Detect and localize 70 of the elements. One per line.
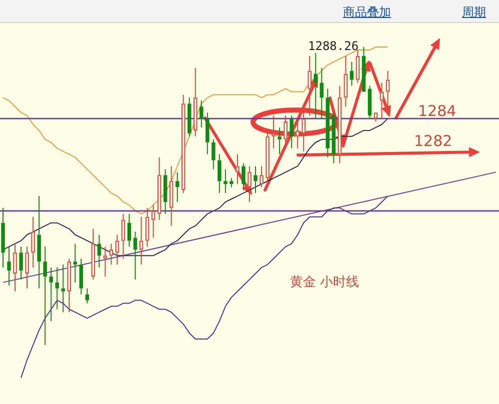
candlestick [194,67,198,137]
candlestick [49,267,53,322]
candlestick [37,196,41,289]
candlestick [206,112,210,155]
annotation: 1282 [414,132,452,150]
annotation: 1284 [418,102,456,120]
candlestick [212,138,216,170]
candlestick [260,166,264,188]
candlestick [242,162,246,191]
text: 商品叠加 [343,4,391,21]
candlestick [332,112,336,164]
candlestick [182,94,186,194]
candlestick [278,126,282,155]
candlestick [284,115,288,149]
candlestick [115,234,120,266]
candlestick [127,213,132,248]
candlestick [79,258,84,295]
candlestick [163,168,168,214]
candlestick [254,166,258,194]
candlestick [91,228,96,280]
annotation: 黄金 小时线 [290,275,360,290]
annotation: 1288.26 [308,39,359,53]
candlestick [350,61,354,86]
candlestick [103,246,108,277]
candlestick [320,67,324,120]
candlestick [368,85,372,120]
candlestick [61,264,65,313]
candlestick [296,118,300,149]
candlestick [386,70,390,116]
candlestick [157,156,162,220]
candlestick [175,172,180,202]
candlestick [266,130,270,188]
candlestick [308,55,312,116]
candlestick [85,288,90,304]
candlestick [73,243,78,283]
candlestick [133,231,138,280]
candlestick [25,246,29,289]
candlestick [109,243,114,266]
candlestick [7,246,11,286]
candlestick [272,115,276,149]
candlestick [230,178,234,188]
candlestick [302,109,306,152]
candlestick [338,85,342,164]
candlestick [151,204,156,238]
candlestick [236,154,240,185]
candlestick [224,168,228,194]
candlestick [145,207,150,248]
candlestick [200,100,204,128]
candlestick [326,88,330,158]
candlestick [55,267,59,310]
candlestick [169,166,174,226]
candlestick [67,258,72,313]
candlestick [31,216,35,268]
candlestick [314,52,318,120]
candlestick [188,97,192,137]
candlestick [43,246,47,346]
candlestick [13,243,17,292]
candlestick [344,55,348,108]
candlestick [362,46,366,92]
candlestick [139,216,144,266]
candlestick [218,154,222,194]
candlestick [380,82,384,120]
candlestick [1,207,5,268]
candlestick [374,112,378,122]
candlestick [97,234,102,268]
candlestick [121,213,126,260]
text: 周期 [462,4,486,21]
candlestick [290,115,294,149]
candlestick [19,246,23,280]
candlestick [356,50,360,84]
